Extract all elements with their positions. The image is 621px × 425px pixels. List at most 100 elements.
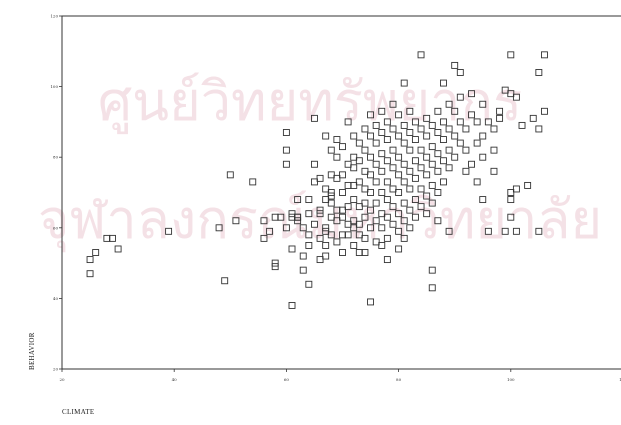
data-point bbox=[344, 118, 352, 126]
data-point bbox=[378, 107, 386, 115]
data-point bbox=[294, 196, 302, 204]
data-point bbox=[389, 185, 397, 193]
data-point bbox=[322, 224, 330, 232]
data-point bbox=[395, 171, 403, 179]
data-point bbox=[456, 139, 464, 147]
data-point bbox=[92, 249, 100, 256]
data-point bbox=[440, 178, 447, 186]
data-point bbox=[339, 249, 346, 256]
data-point bbox=[445, 100, 453, 108]
x-tick-label: 120 bbox=[619, 377, 621, 382]
data-point bbox=[411, 213, 419, 221]
data-point bbox=[395, 227, 403, 235]
data-point bbox=[372, 238, 380, 246]
data-point bbox=[344, 160, 352, 168]
x-axis-title: CLIMATE bbox=[62, 408, 94, 416]
watermark-line-2: จุฬาลงกรณ์มหาวิทยาลัย bbox=[38, 188, 602, 253]
data-point bbox=[305, 231, 313, 239]
data-point bbox=[490, 146, 498, 154]
data-point bbox=[395, 245, 403, 253]
data-point bbox=[501, 227, 509, 235]
data-point bbox=[378, 129, 386, 136]
data-point bbox=[389, 220, 397, 228]
data-point bbox=[361, 249, 369, 256]
data-point bbox=[462, 125, 470, 133]
data-point bbox=[288, 210, 296, 218]
data-point bbox=[367, 153, 374, 161]
data-point bbox=[468, 160, 475, 168]
data-point bbox=[344, 231, 352, 239]
data-point bbox=[383, 157, 391, 165]
data-point bbox=[350, 217, 358, 225]
data-point bbox=[479, 153, 487, 161]
data-point bbox=[372, 199, 380, 207]
data-point bbox=[507, 51, 515, 59]
data-point bbox=[451, 61, 459, 69]
data-point bbox=[440, 79, 447, 87]
data-point bbox=[327, 189, 335, 196]
data-point bbox=[361, 199, 369, 207]
data-point bbox=[484, 227, 492, 235]
data-point bbox=[428, 121, 436, 129]
data-point bbox=[299, 266, 307, 274]
data-point bbox=[456, 118, 464, 126]
data-point bbox=[434, 167, 442, 175]
data-point bbox=[507, 196, 515, 204]
data-point bbox=[389, 164, 397, 172]
data-point bbox=[355, 178, 363, 186]
data-point bbox=[294, 217, 302, 225]
data-point bbox=[473, 139, 481, 147]
data-point bbox=[322, 252, 330, 260]
data-point bbox=[316, 174, 324, 182]
data-point bbox=[383, 256, 391, 264]
data-point bbox=[232, 217, 240, 225]
data-point bbox=[479, 196, 487, 204]
x-axis-ticks: 20 40 60 80 100 120 bbox=[59, 369, 621, 382]
data-point bbox=[277, 213, 285, 221]
data-point bbox=[428, 284, 436, 292]
data-point bbox=[86, 270, 94, 278]
data-point bbox=[367, 206, 374, 214]
data-point bbox=[479, 132, 487, 140]
data-point bbox=[535, 125, 543, 133]
data-point bbox=[305, 241, 313, 249]
data-point bbox=[350, 153, 358, 161]
data-point bbox=[406, 167, 414, 175]
data-point bbox=[322, 132, 330, 140]
data-point bbox=[383, 178, 391, 186]
data-point bbox=[288, 302, 296, 309]
data-point bbox=[361, 213, 369, 221]
data-point bbox=[316, 234, 324, 242]
data-point bbox=[383, 196, 391, 204]
data-point bbox=[434, 150, 442, 158]
x-tick-label: 80 bbox=[396, 377, 402, 382]
x-tick-label: 20 bbox=[59, 377, 65, 382]
data-point bbox=[282, 224, 290, 232]
data-point bbox=[406, 206, 414, 214]
data-point bbox=[507, 213, 515, 221]
data-point bbox=[400, 121, 408, 129]
data-point bbox=[445, 146, 453, 154]
data-point bbox=[367, 171, 374, 179]
data-point bbox=[417, 203, 425, 211]
data-point bbox=[473, 178, 481, 186]
data-point bbox=[350, 241, 358, 249]
data-point bbox=[282, 146, 290, 154]
data-point bbox=[109, 234, 116, 242]
data-point bbox=[372, 139, 380, 147]
data-point bbox=[411, 157, 419, 165]
data-point bbox=[305, 210, 313, 218]
data-point bbox=[462, 146, 470, 154]
data-point bbox=[417, 164, 425, 172]
data-point bbox=[367, 224, 374, 232]
data-point bbox=[311, 220, 318, 228]
data-point bbox=[344, 203, 352, 211]
data-point bbox=[395, 210, 403, 218]
data-point bbox=[249, 178, 257, 186]
data-point bbox=[535, 227, 543, 235]
data-point bbox=[400, 217, 408, 225]
data-point bbox=[501, 86, 509, 94]
data-point bbox=[327, 231, 335, 239]
data-point bbox=[322, 227, 330, 235]
